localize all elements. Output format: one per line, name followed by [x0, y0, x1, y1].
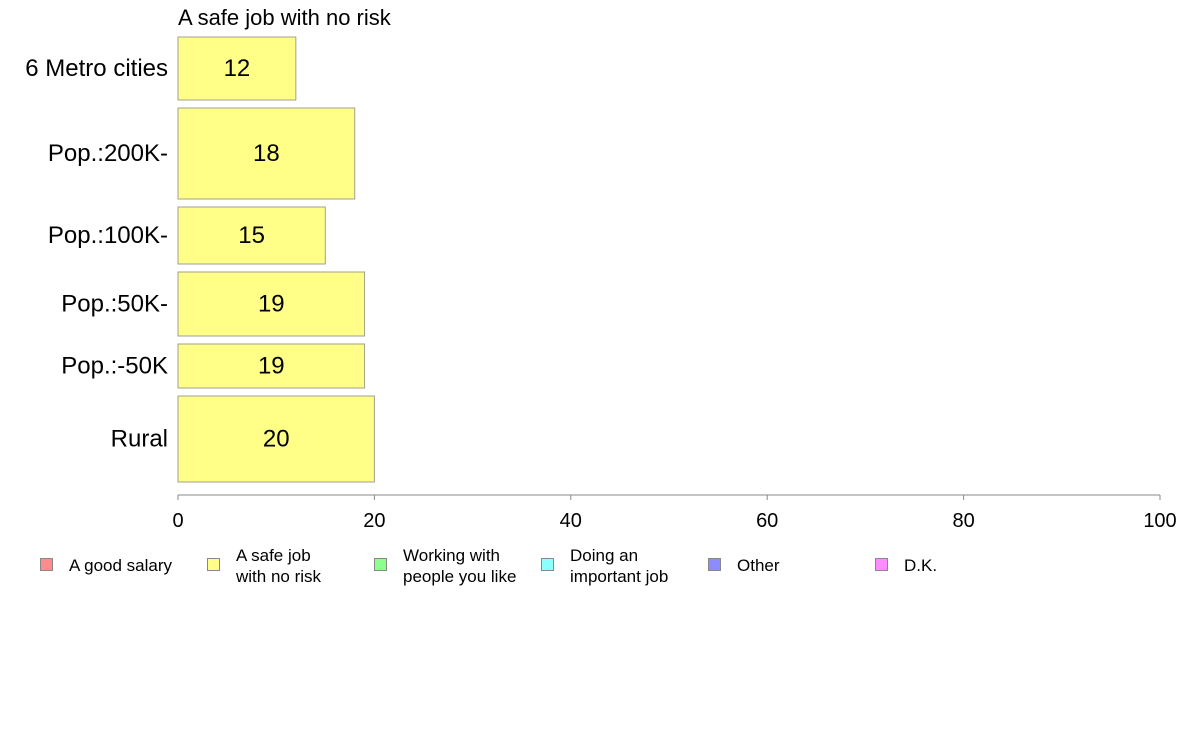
bar [177, 343, 366, 389]
legend-swatch [708, 558, 721, 571]
legend-swatch [40, 558, 53, 571]
legend: A good salary A safe job with no risk Work… [40, 544, 1180, 594]
x-tick-label: 60 [756, 510, 778, 532]
bar-value-label: 19 [258, 291, 285, 318]
legend-label: Working with people you like [403, 546, 517, 586]
category-label: 6 Metro cities [25, 55, 168, 82]
bar-value-label: 18 [253, 140, 280, 167]
x-tick-label: 40 [560, 510, 582, 532]
legend-item: A safe job with no risk [207, 544, 321, 587]
legend-label: A safe job with no risk [236, 546, 322, 586]
legend-swatch [541, 558, 554, 571]
category-label: Pop.:100K- [48, 222, 168, 249]
legend-item: Working with people you like [374, 544, 516, 587]
bar-value-label: 12 [224, 55, 251, 82]
bars-group: 6 Metro cities 12 Pop.:200K- 18 Pop.:100K- 15… [25, 36, 375, 483]
legend-item: Doing an important job [541, 544, 668, 587]
bar [177, 36, 297, 101]
legend-label: Doing an important job [570, 546, 669, 586]
category-label: Pop.:200K- [48, 140, 168, 167]
category-label: Rural [111, 426, 168, 453]
bar [177, 395, 375, 483]
legend-label: D.K. [904, 556, 938, 575]
bar [177, 206, 326, 265]
x-tick-label: 80 [952, 510, 974, 532]
bar [177, 271, 366, 337]
legend-label: A good salary [69, 556, 173, 575]
legend-swatch [875, 558, 888, 571]
legend-swatch [207, 558, 220, 571]
legend-item: D.K. [875, 544, 937, 576]
chart-title: A safe job with no risk [178, 5, 392, 30]
x-axis: 0 20 40 60 80 100 [172, 494, 1177, 532]
bar-value-label: 19 [258, 353, 285, 380]
category-label: Pop.:50K- [61, 291, 168, 318]
legend-label: Other [737, 556, 780, 575]
bar-value-label: 15 [238, 222, 265, 249]
x-tick-label: 20 [363, 510, 385, 532]
x-tick-label: 100 [1143, 510, 1176, 532]
legend-item: Other [708, 544, 780, 576]
x-tick-label: 0 [172, 510, 183, 532]
bar-value-label: 20 [263, 426, 290, 453]
legend-item: A good salary [40, 544, 172, 576]
bar [177, 107, 356, 200]
legend-swatch [374, 558, 387, 571]
category-label: Pop.:-50K [61, 353, 168, 380]
